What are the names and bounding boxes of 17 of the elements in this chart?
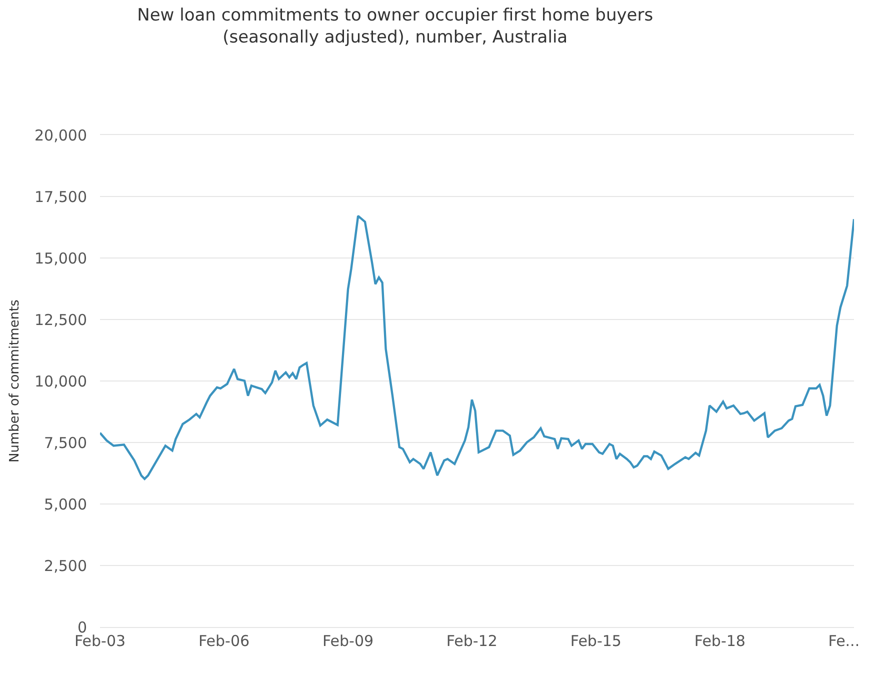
y-tick-label: 17,500 xyxy=(34,188,87,206)
x-tick-label: Feb-09 xyxy=(322,632,374,650)
line-series xyxy=(100,214,854,480)
x-tick-label: Feb-06 xyxy=(198,632,250,650)
x-tick-label: Fe... xyxy=(828,632,860,650)
y-tick-label: 2,500 xyxy=(44,556,87,575)
x-tick-label: Feb-15 xyxy=(570,632,622,650)
y-axis-title: Number of commitments xyxy=(7,299,22,462)
y-tick-label: 10,000 xyxy=(34,372,87,390)
x-tick-label: Feb-18 xyxy=(694,632,746,650)
chart-title: New loan commitments to owner occupier first home buyers (seasonally adjusted), number, Australia xyxy=(137,6,654,48)
x-tick-label: Feb-12 xyxy=(446,632,498,650)
y-tick-label: 12,500 xyxy=(34,310,87,329)
y-tick-label: 20,000 xyxy=(34,126,87,144)
y-tick-label: 15,000 xyxy=(34,249,87,268)
y-tick-label: 7,500 xyxy=(44,434,87,452)
y-tick-label: 5,000 xyxy=(44,495,87,514)
